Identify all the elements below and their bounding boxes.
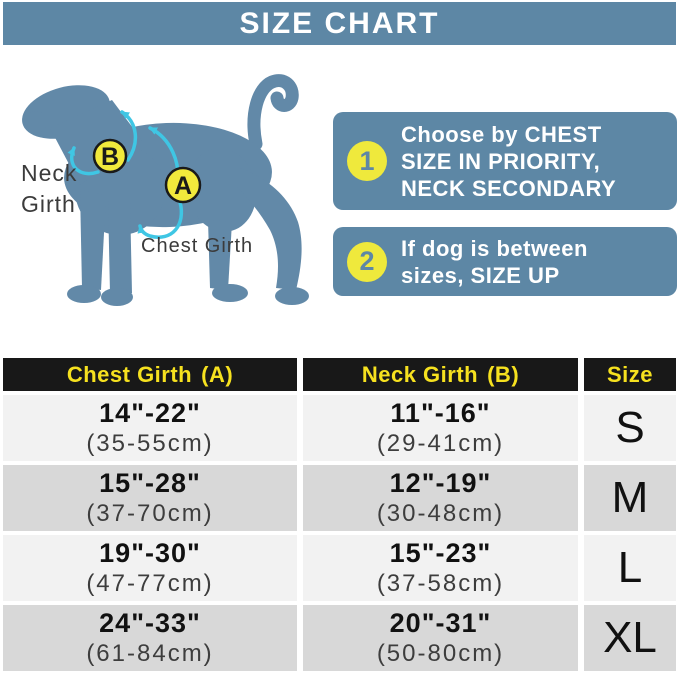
neck-cm-s: (29-41cm) [376, 430, 505, 457]
tip-2-card: 2 If dog is between sizes, SIZE UP [333, 227, 677, 296]
col-header-chest-girth: Chest Girth (A) [3, 358, 297, 391]
size-letter-m: M [611, 473, 649, 522]
chest-cm-xl: (61-84cm) [86, 640, 214, 667]
chest-girth-arrow-front [137, 200, 184, 239]
tip-1-number-badge: 1 [347, 141, 387, 181]
tip-2-line1: If dog is between [401, 235, 588, 261]
page-title: SIZE CHART [239, 6, 440, 40]
table-row-l-size-cell: L [584, 535, 676, 601]
col-header-size: Size [584, 358, 676, 391]
col-header-size-label: Size [606, 361, 654, 387]
table-row-m-neck-cell: 12"-19" (30-48cm) [303, 465, 578, 531]
tip-2-line2: sizes, SIZE UP [401, 262, 560, 288]
dog-tail [247, 74, 299, 151]
table-row-s-chest-cell: 14"-22" (35-55cm) [3, 395, 297, 461]
col-header-chest-label: Chest Girth [66, 361, 193, 387]
chest-cm-l: (47-77cm) [86, 570, 214, 597]
neck-inches-l: 15"-23" [389, 538, 492, 568]
tip-1-card: 1 Choose by CHEST SIZE IN PRIORITY, NECK… [333, 112, 677, 210]
chest-girth-label: Chest Girth [141, 235, 254, 257]
size-letter-xl: XL [603, 613, 657, 662]
neck-cm-xl: (50-80cm) [376, 640, 505, 667]
table-row-xl-chest-cell: 24"-33" (61-84cm) [3, 605, 297, 671]
neck-inches-xl: 20"-31" [389, 608, 492, 638]
tip-1-text: Choose by CHEST SIZE IN PRIORITY, NECK S… [401, 121, 616, 202]
chest-inches-l: 19"-30" [99, 538, 201, 568]
neck-cm-m: (30-48cm) [376, 500, 505, 527]
table-row-s-neck-cell: 11"-16" (29-41cm) [303, 395, 578, 461]
tip-1-line1: Choose by CHEST [401, 121, 602, 147]
marker-a-letter: A [174, 172, 192, 200]
table-row-s-size-cell: S [584, 395, 676, 461]
marker-b-letter: B [101, 143, 119, 171]
col-header-neck-girth: Neck Girth (B) [303, 358, 578, 391]
neck-cm-l: (37-58cm) [376, 570, 505, 597]
chest-inches-m: 15"-28" [99, 468, 201, 498]
col-header-neck-mark: (B) [487, 361, 520, 387]
chest-inches-s: 14"-22" [99, 398, 201, 428]
table-row-m-size-cell: M [584, 465, 676, 531]
neck-girth-arrow-back [120, 110, 138, 162]
dog-measurement-diagram: B A [22, 74, 309, 306]
marker-b-badge: B [92, 138, 128, 174]
table-row-l-chest-cell: 19"-30" (47-77cm) [3, 535, 297, 601]
marker-a-badge: A [164, 166, 202, 204]
neck-girth-label: Neck Girth [21, 158, 77, 220]
neck-girth-arrow-front [67, 146, 100, 176]
neck-girth-label-line1: Neck [21, 160, 78, 186]
size-table: Chest Girth (A) Neck Girth (B) Size 14"-22… [3, 358, 676, 671]
table-row-xl-neck-cell: 20"-31" (50-80cm) [303, 605, 578, 671]
tip-2-number-badge: 2 [347, 241, 387, 282]
tip-2-text: If dog is between sizes, SIZE UP [401, 235, 588, 289]
table-row-m-chest-cell: 15"-28" (37-70cm) [3, 465, 297, 531]
chest-inches-xl: 24"-33" [99, 608, 201, 638]
chest-cm-m: (37-70cm) [86, 500, 214, 527]
tip-1-line3: NECK SECONDARY [401, 175, 617, 201]
size-letter-l: L [617, 543, 643, 592]
title-bar: SIZE CHART [3, 2, 676, 45]
table-row-xl-size-cell: XL [584, 605, 676, 671]
table-row-l-neck-cell: 15"-23" (37-58cm) [303, 535, 578, 601]
neck-inches-m: 12"-19" [389, 468, 492, 498]
neck-girth-label-line2: Girth [21, 191, 76, 217]
col-header-chest-mark: (A) [201, 361, 234, 387]
tip-1-line2: SIZE IN PRIORITY, [401, 148, 601, 174]
neck-inches-s: 11"-16" [390, 398, 491, 428]
chest-cm-s: (35-55cm) [86, 430, 214, 457]
size-letter-s: S [615, 403, 645, 452]
col-header-neck-label: Neck Girth [361, 361, 479, 387]
